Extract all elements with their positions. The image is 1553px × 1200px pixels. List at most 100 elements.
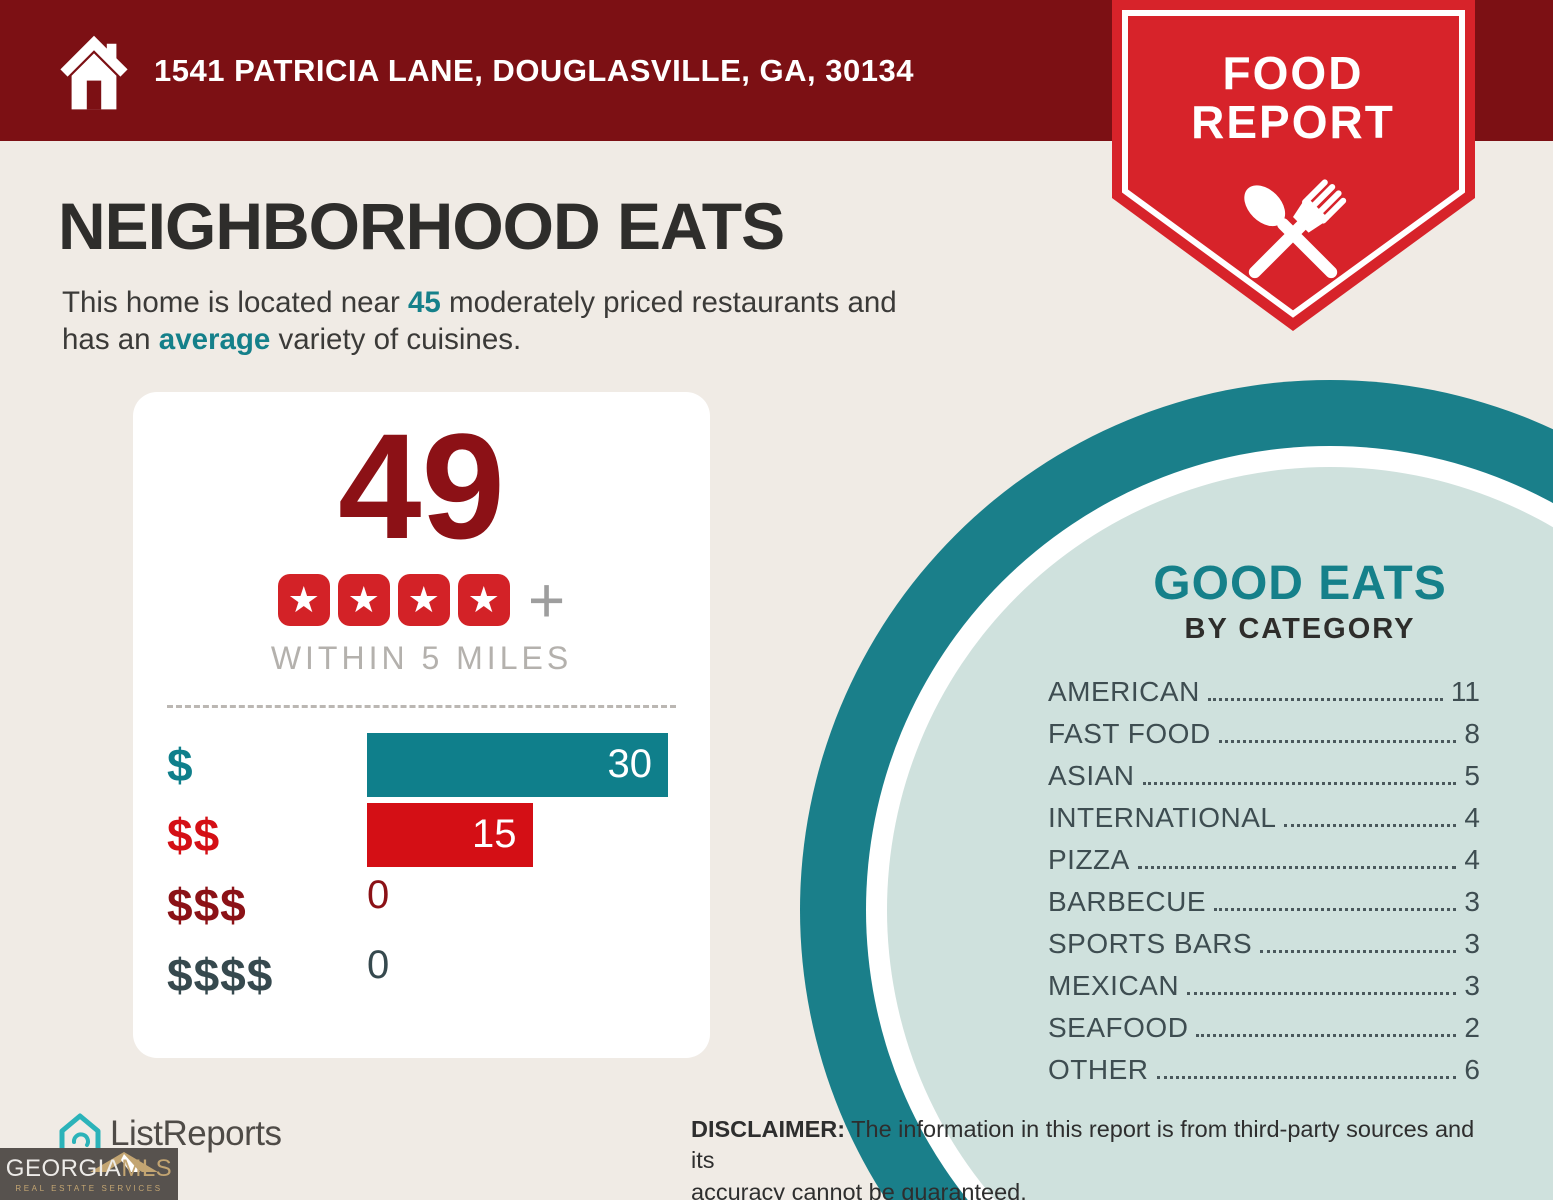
- stars-row: ★ ★ ★ ★ +: [133, 563, 710, 636]
- good-eats-subtitle: BY CATEGORY: [1184, 613, 1416, 645]
- dotted-leader: [1218, 740, 1457, 743]
- radius-label: WITHIN 5 MILES: [270, 639, 573, 676]
- category-row: OTHER 6: [1048, 1054, 1480, 1096]
- score-card: 49 ★ ★ ★ ★ + WITHIN 5 MILES $ 30 $$ 15 $$$: [133, 392, 710, 1058]
- star-badge: ★: [457, 573, 510, 626]
- category-value: 4: [1464, 802, 1480, 833]
- mls-tagline: REAL ESTATE SERVICES: [15, 1184, 163, 1193]
- dashed-divider: [167, 704, 676, 708]
- category-label: SPORTS BARS: [1048, 928, 1253, 959]
- category-label: SEAFOOD: [1048, 1012, 1189, 1043]
- category-label: FAST FOOD: [1048, 718, 1211, 749]
- bar-value: 15: [472, 812, 517, 856]
- bar-track: 30: [367, 732, 668, 797]
- intro-line2-pre: has an: [62, 323, 159, 357]
- price-tier-chart: $ 30 $$ 15 $$$ 0 $$$$ 0: [133, 730, 710, 1010]
- restaurant-score: 49: [338, 402, 505, 570]
- category-list: AMERICAN 11 FAST FOOD 8 ASIAN 5 INTERNATION…: [1048, 676, 1480, 1096]
- category-value: 11: [1450, 676, 1480, 707]
- bar-track: 0: [367, 943, 668, 1007]
- listreports-wordmark: ListReports: [110, 1114, 282, 1153]
- property-address: 1541 PATRICIA LANE, DOUGLASVILLE, GA, 30…: [154, 52, 914, 88]
- dotted-leader: [1284, 824, 1457, 827]
- mls-wordmark: GEORGIAMLS: [0, 1157, 178, 1181]
- bar-track: 15: [367, 802, 668, 867]
- category-value: 3: [1464, 928, 1480, 959]
- mls-wordmark-georgia: GEORGIA: [5, 1155, 122, 1182]
- price-row-4: $$$$ 0: [167, 940, 668, 1010]
- dotted-leader: [1196, 1034, 1457, 1037]
- category-row: SPORTS BARS 3: [1048, 928, 1480, 970]
- category-row: PIZZA 4: [1048, 844, 1480, 886]
- intro-pre: This home is located near: [62, 286, 408, 319]
- star-badge: ★: [277, 573, 330, 626]
- intro-post: variety of cuisines.: [270, 323, 522, 357]
- restaurant-count: 45: [407, 286, 441, 319]
- dotted-leader: [1207, 698, 1443, 701]
- price-row-3: $$$ 0: [167, 870, 668, 940]
- category-label: AMERICAN: [1048, 676, 1200, 707]
- category-row: BARBECUE 3: [1048, 886, 1480, 928]
- price-row-2: $$ 15: [167, 800, 668, 870]
- mls-wordmark-mls: MLS: [121, 1155, 173, 1182]
- price-bar: 15: [367, 802, 533, 867]
- ribbon-line1: FOOD: [1223, 47, 1364, 99]
- bar-value: 30: [607, 742, 653, 786]
- category-label: ASIAN: [1048, 760, 1135, 791]
- bar-value: 0: [367, 872, 390, 917]
- category-label: PIZZA: [1048, 844, 1130, 875]
- price-tier-label: $$$$: [167, 948, 274, 1001]
- category-label: MEXICAN: [1048, 970, 1180, 1001]
- mls-roof-icon: [90, 1152, 158, 1172]
- category-value: 2: [1464, 1012, 1480, 1043]
- home-icon: [60, 35, 128, 110]
- price-bar: 30: [367, 732, 668, 797]
- category-label: BARBECUE: [1048, 886, 1207, 917]
- category-value: 6: [1464, 1054, 1480, 1085]
- category-value: 4: [1464, 844, 1480, 875]
- price-tier-label: $$$: [167, 878, 247, 931]
- disclaimer-text: DISCLAIMER: The information in this repo…: [691, 1114, 1491, 1200]
- price-row-1: $ 30: [167, 730, 668, 800]
- category-value: 5: [1464, 760, 1480, 791]
- disclaimer-line2: accuracy cannot be guaranteed.: [691, 1178, 1027, 1200]
- good-eats-panel: GOOD EATS BY CATEGORY AMERICAN 11 FAST FO…: [1048, 556, 1480, 1096]
- disclaimer-line1: The information in this report is from t…: [691, 1116, 1475, 1174]
- category-row: INTERNATIONAL 4: [1048, 802, 1480, 844]
- bar-track: 0: [367, 873, 668, 937]
- category-row: MEXICAN 3: [1048, 970, 1480, 1012]
- dotted-leader: [1214, 908, 1457, 911]
- dotted-leader: [1142, 782, 1457, 785]
- variety-highlight: average: [158, 323, 271, 357]
- dotted-leader: [1260, 950, 1457, 953]
- disclaimer-label: DISCLAIMER:: [691, 1116, 846, 1142]
- intro-mid: moderately priced restaurants and: [440, 286, 897, 319]
- page-title: NEIGHBORHOOD EATS: [58, 189, 785, 263]
- dotted-leader: [1137, 866, 1457, 869]
- georgia-mls-logo: GEORGIAMLS REAL ESTATE SERVICES: [0, 1148, 178, 1200]
- price-tier-label: $: [167, 738, 194, 791]
- intro-text: This home is located near 45 moderately …: [62, 284, 1092, 358]
- star-badge: ★: [397, 573, 450, 626]
- plus-sign: +: [527, 563, 566, 636]
- ribbon-line2: REPORT: [1191, 96, 1395, 148]
- category-value: 3: [1464, 886, 1480, 917]
- price-tier-label: $$: [167, 808, 221, 861]
- good-eats-heading: GOOD EATS BY CATEGORY: [1084, 556, 1516, 646]
- category-value: 3: [1464, 970, 1480, 1001]
- category-value: 8: [1464, 718, 1480, 749]
- star-badge: ★: [337, 573, 390, 626]
- dotted-leader: [1156, 1076, 1457, 1079]
- category-label: INTERNATIONAL: [1048, 802, 1277, 833]
- category-row: SEAFOOD 2: [1048, 1012, 1480, 1054]
- good-eats-title: GOOD EATS: [1153, 557, 1447, 610]
- category-row: AMERICAN 11: [1048, 676, 1480, 718]
- bar-value: 0: [367, 942, 390, 987]
- category-label: OTHER: [1048, 1054, 1149, 1085]
- dotted-leader: [1187, 992, 1457, 995]
- listreports-logo: ListReports: [58, 1112, 282, 1156]
- category-row: FAST FOOD 8: [1048, 718, 1480, 760]
- food-report-ribbon: FOOD REPORT: [1112, 0, 1475, 331]
- category-row: ASIAN 5: [1048, 760, 1480, 802]
